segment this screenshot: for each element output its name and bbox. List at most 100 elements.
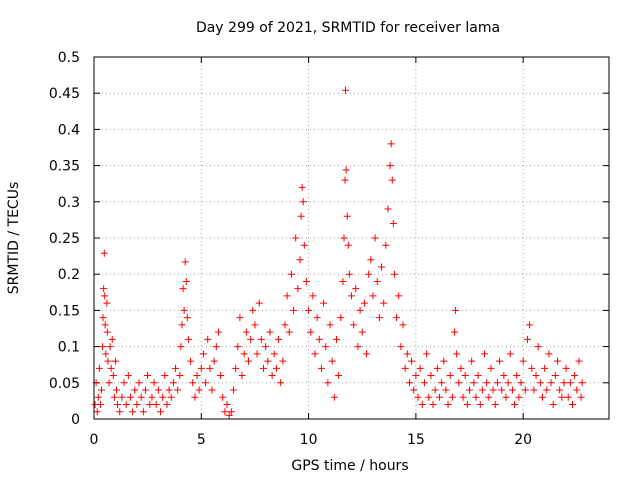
data-point xyxy=(242,328,250,336)
data-point xyxy=(429,401,437,409)
data-point xyxy=(382,241,390,249)
data-point xyxy=(122,401,130,409)
data-point xyxy=(341,176,349,184)
data-point xyxy=(95,364,103,372)
data-point xyxy=(290,306,298,314)
y-tick-label: 0.4 xyxy=(58,122,80,138)
y-tick-label: 0.2 xyxy=(58,267,80,283)
data-point xyxy=(146,401,154,409)
data-point xyxy=(103,328,111,336)
data-point xyxy=(352,285,360,293)
data-point xyxy=(373,277,381,285)
data-point xyxy=(493,379,501,387)
data-point xyxy=(457,364,465,372)
data-point xyxy=(444,401,452,409)
x-tick-label: 5 xyxy=(197,432,206,448)
data-point xyxy=(214,328,222,336)
data-point xyxy=(324,379,332,387)
y-tick-label: 0.25 xyxy=(49,231,80,247)
data-point xyxy=(558,393,566,401)
data-point xyxy=(472,393,480,401)
data-point xyxy=(137,393,145,401)
data-point xyxy=(292,234,300,242)
data-point xyxy=(433,364,441,372)
data-point xyxy=(461,372,469,380)
data-point xyxy=(508,386,516,394)
data-point xyxy=(264,357,272,365)
data-point xyxy=(517,379,525,387)
data-point xyxy=(150,379,158,387)
data-point xyxy=(133,401,141,409)
data-point xyxy=(504,379,512,387)
data-point xyxy=(397,343,405,351)
data-point xyxy=(315,335,323,343)
data-point xyxy=(227,408,235,416)
data-point xyxy=(427,372,435,380)
data-point xyxy=(337,314,345,322)
data-point xyxy=(363,350,371,358)
data-point xyxy=(163,401,171,409)
data-point xyxy=(328,357,336,365)
data-point xyxy=(249,306,257,314)
data-point xyxy=(311,350,319,358)
data-point xyxy=(287,270,295,278)
data-point xyxy=(320,299,328,307)
data-point xyxy=(569,401,577,409)
data-point xyxy=(189,379,197,387)
data-point xyxy=(578,379,586,387)
data-point xyxy=(105,379,113,387)
data-point xyxy=(172,364,180,372)
data-point xyxy=(94,393,102,401)
data-point xyxy=(564,393,572,401)
data-point xyxy=(386,162,394,170)
data-point xyxy=(556,386,564,394)
data-point xyxy=(279,357,287,365)
data-point xyxy=(541,364,549,372)
data-point xyxy=(251,321,259,329)
data-point xyxy=(412,372,420,380)
data-point xyxy=(204,335,212,343)
data-point xyxy=(360,299,368,307)
data-point xyxy=(577,393,585,401)
data-point xyxy=(245,357,252,365)
data-point xyxy=(389,220,397,228)
y-tick-label: 0.3 xyxy=(58,195,80,211)
y-axis-label: SRMTID / TECUs xyxy=(6,182,22,295)
data-point xyxy=(109,372,117,380)
chart-title: Day 299 of 2021, SRMTID for receiver lam… xyxy=(196,20,500,36)
data-point xyxy=(302,277,310,285)
x-tick-label: 15 xyxy=(407,432,425,448)
x-axis-label: GPS time / hours xyxy=(291,458,408,474)
data-point xyxy=(350,321,358,329)
data-point xyxy=(390,270,398,278)
data-point xyxy=(384,205,392,213)
data-point xyxy=(545,350,553,358)
data-point xyxy=(478,386,486,394)
data-point xyxy=(348,292,355,300)
data-point xyxy=(332,335,340,343)
data-point xyxy=(378,263,386,271)
data-point xyxy=(101,292,109,300)
data-point xyxy=(99,314,107,322)
data-point xyxy=(107,364,115,372)
data-point xyxy=(199,350,207,358)
data-point xyxy=(219,393,227,401)
data-point xyxy=(179,285,187,293)
data-point xyxy=(399,321,407,329)
y-tick-label: 0.35 xyxy=(49,159,80,175)
data-point xyxy=(523,335,531,343)
data-point xyxy=(313,314,321,322)
data-point xyxy=(100,285,108,293)
data-point xyxy=(178,321,186,329)
data-point xyxy=(210,357,218,365)
data-point xyxy=(275,335,283,343)
data-point xyxy=(393,314,401,322)
data-point xyxy=(309,292,317,300)
data-point xyxy=(438,379,446,387)
data-point xyxy=(530,386,538,394)
data-point xyxy=(369,292,377,300)
data-point xyxy=(281,321,289,329)
data-point xyxy=(489,386,497,394)
data-point xyxy=(106,343,114,351)
data-point xyxy=(340,234,348,242)
